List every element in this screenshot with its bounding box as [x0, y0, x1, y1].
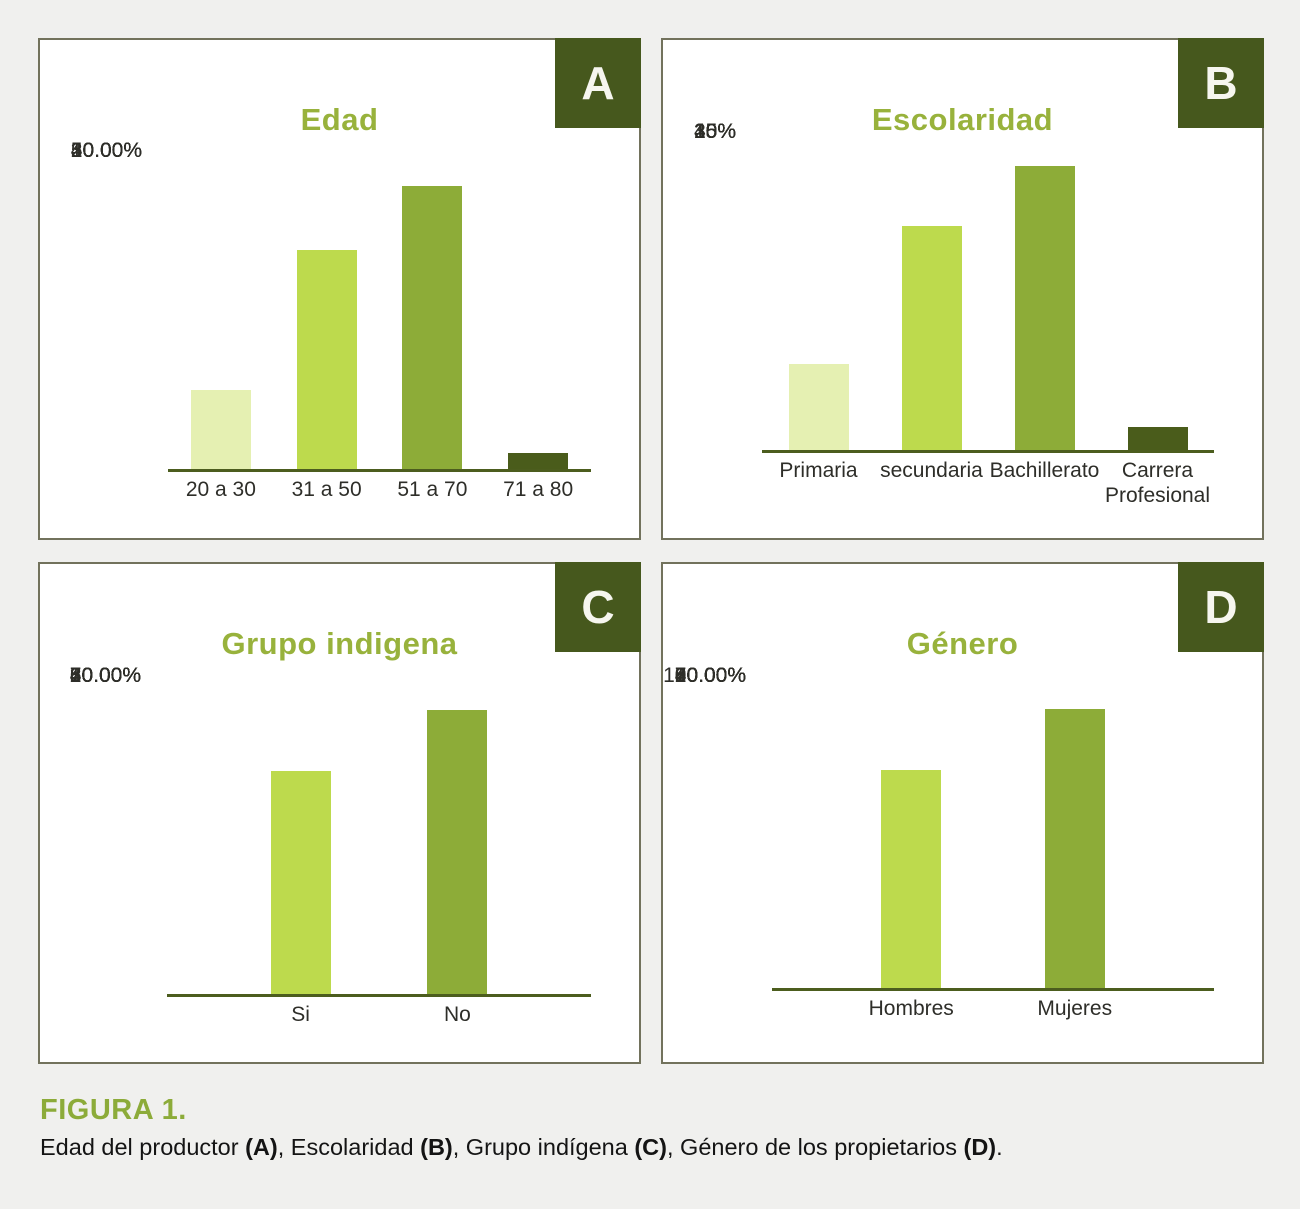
- x-axis-labels: Hombres Mujeres: [772, 988, 1214, 1048]
- charts-grid: A Edad 50.00% 40.00% 30.00% 20.00% 10.00% 0.0…: [38, 38, 1264, 1064]
- y-tick-label: 30.00%: [70, 139, 142, 162]
- panel-letter-badge: C: [555, 562, 641, 652]
- y-tick-label: 80.00%: [69, 664, 141, 687]
- chart-title: Grupo indigena: [221, 626, 458, 661]
- y-tick-label: 100.00%: [663, 664, 746, 687]
- y-tick-label: 60.00%: [69, 664, 141, 687]
- y-tick-label: 40.00%: [674, 664, 746, 687]
- plot-area: Primaria secundaria Bachillerato Carrera Pr…: [762, 132, 1214, 507]
- x-category-label: 20 a 30: [185, 478, 256, 501]
- caption-bold-ref: (C): [634, 1134, 667, 1160]
- bar-51-a-70: [402, 185, 463, 469]
- plot-area: Si No: [167, 676, 591, 1026]
- caption-text: , Grupo indígena: [452, 1134, 635, 1160]
- x-category-label: Bachillerato: [989, 459, 1100, 482]
- panel-escolaridad: B Escolaridad 40% 35% 30% 20% 15% 10% 5% 0% Pri…: [661, 38, 1264, 540]
- y-tick-label: 70.00%: [674, 664, 746, 687]
- x-category-label: 51 a 70: [397, 478, 468, 501]
- plot-area: Hombres Mujeres: [772, 676, 1214, 1020]
- x-category-label: Hombres: [868, 997, 954, 1020]
- y-tick-label: 30.00%: [674, 664, 746, 687]
- panel-letter-badge: D: [1178, 562, 1264, 652]
- chart-title: Escolaridad: [871, 102, 1054, 137]
- y-tick-label: 0.00%: [81, 664, 141, 687]
- y-tick-label: 10.00%: [70, 139, 142, 162]
- caption-text: Edad del productor: [40, 1134, 246, 1160]
- y-tick-label: 30.00%: [69, 664, 141, 687]
- bar-secundaria: [901, 226, 962, 450]
- bar-no: [427, 709, 488, 994]
- y-tick-label: 50.00%: [69, 664, 141, 687]
- y-tick-label: 0.00%: [82, 139, 142, 162]
- figure-caption-text: Edad del productor (A), Escolaridad (B),…: [40, 1134, 1260, 1161]
- y-tick-label: 70.00%: [69, 664, 141, 687]
- bar-bachillerato: [1014, 165, 1075, 450]
- bar-si: [270, 771, 331, 994]
- y-tick-label: 5%: [705, 120, 736, 143]
- y-tick-label: 60.00%: [674, 664, 746, 687]
- y-tick-label: 50.00%: [70, 139, 142, 162]
- x-axis-labels: Primaria secundaria Bachillerato Carrera Pr…: [762, 450, 1214, 510]
- x-axis-labels: 20 a 30 31 a 50 51 a 70 71 a 80: [168, 469, 591, 529]
- y-tick-label: 40%: [693, 120, 736, 143]
- y-tick-label: 0.00%: [686, 664, 746, 687]
- x-category-label: 31 a 50: [291, 478, 362, 501]
- caption-text: , Género de los propietarios: [666, 1134, 964, 1160]
- y-tick-label: 40.00%: [69, 664, 141, 687]
- x-category-label: Si: [291, 1003, 310, 1026]
- y-tick-label: 40.00%: [70, 139, 142, 162]
- y-tick-label: 10.00%: [69, 664, 141, 687]
- y-tick-label: 10%: [693, 120, 736, 143]
- plot-area: 20 a 30 31 a 50 51 a 70 71 a 80: [168, 151, 591, 501]
- caption-text: , Escolaridad: [277, 1134, 421, 1160]
- bar-20-a-30: [190, 389, 251, 469]
- bar-71-a-80: [508, 453, 569, 469]
- caption-bold-ref: (A): [245, 1134, 278, 1160]
- x-category-label: 71 a 80: [503, 478, 574, 501]
- y-tick-label: 20.00%: [674, 664, 746, 687]
- panel-grupo-indigena: C Grupo indigena 80.00% 70.00% 60.00% 50.00…: [38, 562, 641, 1064]
- figure-caption-heading: FIGURA 1.: [40, 1094, 187, 1126]
- bar-hombres: [881, 769, 942, 988]
- y-tick-label: 50.00%: [674, 664, 746, 687]
- y-tick-label: 10.00%: [674, 664, 746, 687]
- panel-genero: D Género 100.00% 90.00% 80.00% 70.00% 60.00%…: [661, 562, 1264, 1064]
- y-tick-label: 80.00%: [674, 664, 746, 687]
- caption-bold-ref: (B): [420, 1134, 453, 1160]
- bar-mujeres: [1044, 708, 1105, 988]
- x-category-label: secundaria: [880, 459, 983, 482]
- y-tick-label: 20.00%: [69, 664, 141, 687]
- caption-bold-ref: (D): [963, 1134, 997, 1160]
- x-category-label: Primaria: [779, 459, 858, 482]
- figure-caption: FIGURA 1. Edad del productor (A), Escola…: [40, 1094, 1260, 1161]
- chart-title: Género: [906, 626, 1019, 661]
- x-category-label: Carrera Profesional: [1104, 459, 1211, 507]
- y-tick-label: 0%: [705, 120, 736, 143]
- y-tick-label: 15%: [693, 120, 736, 143]
- y-tick-label: 20.00%: [70, 139, 142, 162]
- panel-edad: A Edad 50.00% 40.00% 30.00% 20.00% 10.00% 0.0…: [38, 38, 641, 540]
- chart-title: Edad: [300, 102, 379, 137]
- bar-primaria: [788, 363, 849, 450]
- y-tick-label: 90.00%: [674, 664, 746, 687]
- x-category-label: Mujeres: [1037, 997, 1113, 1020]
- x-category-label: No: [444, 1003, 471, 1026]
- x-axis-labels: Si No: [167, 994, 591, 1054]
- caption-text: .: [996, 1134, 1003, 1160]
- panel-letter-badge: B: [1178, 38, 1264, 128]
- y-tick-label: 30%: [693, 120, 736, 143]
- bar-carrera-profesional: [1127, 427, 1188, 450]
- panel-letter-badge: A: [555, 38, 641, 128]
- bar-31-a-50: [296, 249, 357, 469]
- y-tick-label: 20%: [693, 120, 736, 143]
- y-tick-label: 35%: [693, 120, 736, 143]
